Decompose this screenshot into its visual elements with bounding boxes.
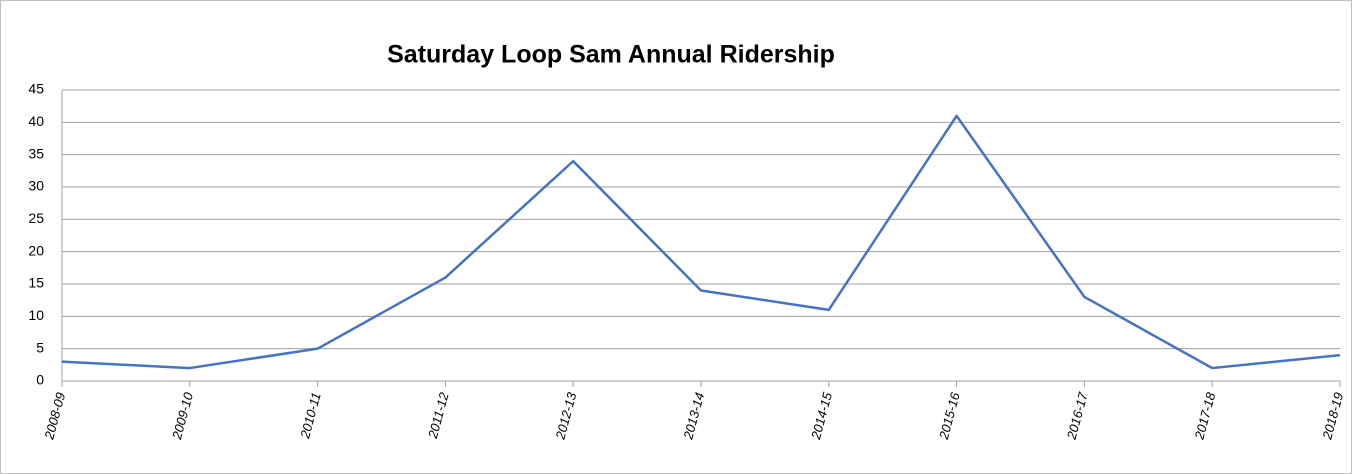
y-tick-label: 45 xyxy=(28,81,44,97)
chart-title: Saturday Loop Sam Annual Ridership xyxy=(387,41,835,69)
y-tick-label: 40 xyxy=(28,113,44,129)
data-line xyxy=(61,114,1341,370)
y-tick-label: 10 xyxy=(28,307,44,323)
y-tick-label: 30 xyxy=(28,178,44,194)
y-tick-label: 0 xyxy=(36,372,44,388)
y-tick-label: 20 xyxy=(28,242,44,258)
y-tick-label: 15 xyxy=(28,275,44,291)
y-tick-label: 5 xyxy=(36,339,44,355)
y-tick-label: 25 xyxy=(28,210,44,226)
y-tick-label: 35 xyxy=(28,145,44,161)
